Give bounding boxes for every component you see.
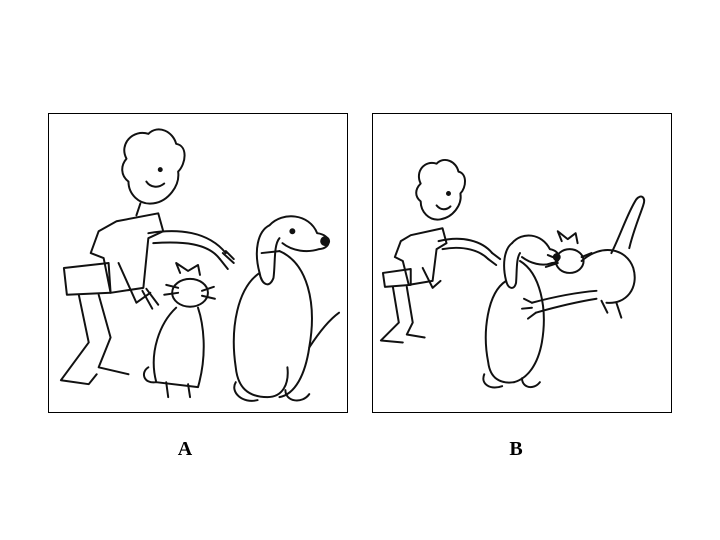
cartoon-panel-b (372, 113, 672, 413)
boy-cat-dog-drawing-b (379, 159, 646, 389)
panel-label-b: B (509, 438, 523, 460)
boy-cat-dog-drawing-a (59, 128, 341, 402)
cartoon-panel-a (48, 113, 348, 413)
panel-label-a: A (177, 438, 193, 460)
